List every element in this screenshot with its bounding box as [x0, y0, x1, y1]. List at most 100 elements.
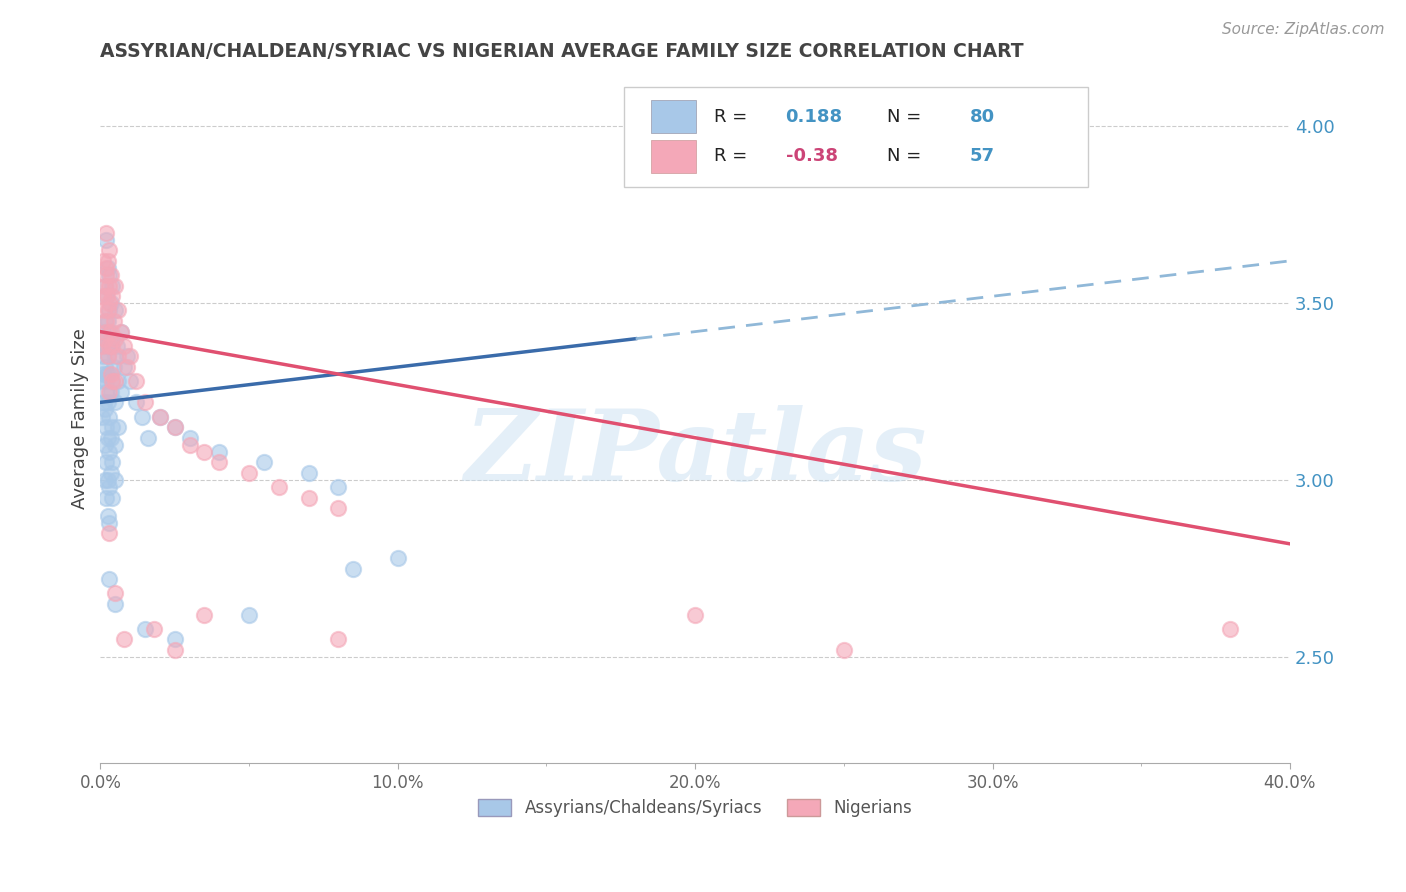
Point: [91, 289, 114, 303]
Point: [101, 339, 124, 353]
Point: [253, 455, 276, 469]
Point: [104, 374, 127, 388]
Point: [112, 632, 135, 647]
Point: [93, 339, 115, 353]
Point: [94, 359, 117, 374]
Point: [103, 314, 125, 328]
Point: [149, 409, 172, 424]
Point: [163, 643, 186, 657]
Point: [97, 278, 120, 293]
Point: [297, 491, 319, 505]
Point: [100, 431, 122, 445]
Point: [98, 244, 121, 258]
Point: [93, 303, 115, 318]
FancyBboxPatch shape: [651, 100, 696, 134]
Point: [105, 339, 128, 353]
Point: [94, 260, 117, 275]
Point: [134, 395, 156, 409]
Point: [96, 289, 118, 303]
Point: [100, 367, 122, 381]
Text: 57: 57: [970, 147, 995, 165]
Point: [94, 374, 117, 388]
Point: [112, 359, 135, 374]
Point: [94, 314, 117, 328]
Point: [90, 339, 112, 353]
Text: ASSYRIAN/CHALDEAN/SYRIAC VS NIGERIAN AVERAGE FAMILY SIZE CORRELATION CHART: ASSYRIAN/CHALDEAN/SYRIAC VS NIGERIAN AVE…: [100, 42, 1024, 61]
Point: [100, 325, 122, 339]
Point: [97, 395, 120, 409]
Point: [100, 339, 122, 353]
Point: [97, 314, 120, 328]
Point: [93, 395, 115, 409]
Point: [120, 374, 142, 388]
Point: [125, 395, 148, 409]
Point: [104, 332, 127, 346]
Point: [98, 409, 121, 424]
Point: [97, 253, 120, 268]
Point: [91, 325, 114, 339]
Point: [100, 466, 122, 480]
Point: [98, 296, 121, 310]
Point: [91, 253, 114, 268]
Point: [163, 420, 186, 434]
Point: [98, 339, 121, 353]
Point: [238, 607, 260, 622]
Point: [104, 597, 127, 611]
Point: [97, 350, 120, 364]
Point: [104, 303, 127, 318]
Point: [134, 622, 156, 636]
Point: [104, 586, 127, 600]
Point: [96, 339, 118, 353]
Point: [107, 303, 129, 318]
Point: [96, 455, 118, 469]
Point: [94, 278, 117, 293]
Point: [100, 296, 122, 310]
Point: [103, 359, 125, 374]
Point: [110, 325, 132, 339]
Point: [97, 473, 120, 487]
Point: [115, 359, 138, 374]
Point: [96, 226, 118, 240]
Point: [149, 409, 172, 424]
Text: R =: R =: [714, 147, 754, 165]
Point: [97, 303, 120, 318]
Point: [97, 431, 120, 445]
FancyBboxPatch shape: [651, 140, 696, 173]
Point: [342, 561, 364, 575]
Point: [136, 431, 159, 445]
Point: [683, 607, 706, 622]
Point: [208, 455, 231, 469]
Point: [100, 384, 122, 399]
Point: [125, 374, 148, 388]
Point: [101, 420, 124, 434]
Point: [110, 325, 132, 339]
Point: [96, 367, 118, 381]
Point: [107, 420, 129, 434]
Point: [101, 374, 124, 388]
Point: [107, 350, 129, 364]
Point: [104, 350, 127, 364]
Point: [97, 350, 120, 364]
Point: [115, 350, 138, 364]
Point: [94, 402, 117, 417]
Y-axis label: Average Family Size: Average Family Size: [72, 328, 89, 508]
Point: [96, 325, 118, 339]
Point: [179, 431, 201, 445]
Point: [328, 480, 350, 494]
Point: [97, 303, 120, 318]
Point: [94, 473, 117, 487]
Point: [98, 516, 121, 530]
Point: [90, 409, 112, 424]
Point: [297, 466, 319, 480]
Text: R =: R =: [714, 108, 754, 126]
Point: [96, 420, 118, 434]
Point: [91, 367, 114, 381]
Point: [101, 289, 124, 303]
Point: [101, 278, 124, 293]
Point: [104, 278, 127, 293]
Point: [1219, 622, 1241, 636]
Point: [94, 332, 117, 346]
Point: [238, 466, 260, 480]
Point: [104, 473, 127, 487]
Point: [110, 384, 132, 399]
